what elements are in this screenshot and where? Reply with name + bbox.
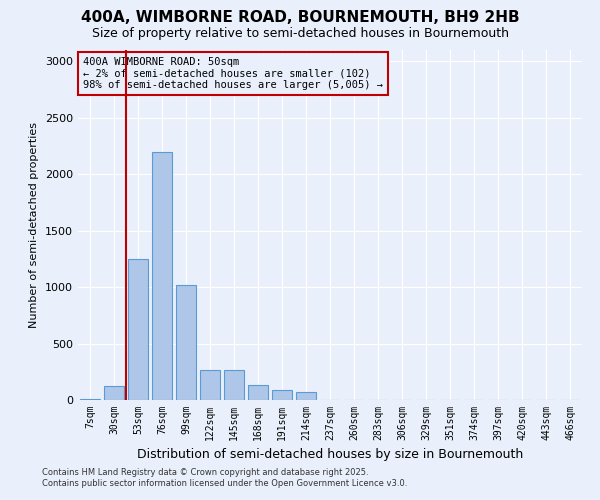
Bar [128,259,148,400]
Bar [272,390,292,400]
Text: 400A, WIMBORNE ROAD, BOURNEMOUTH, BH9 2HB: 400A, WIMBORNE ROAD, BOURNEMOUTH, BH9 2H… [80,10,520,25]
X-axis label: Distribution of semi-detached houses by size in Bournemouth: Distribution of semi-detached houses by … [137,448,523,462]
Bar [152,152,172,400]
Bar [248,386,268,400]
Bar [104,386,124,400]
Bar [176,285,196,400]
Text: Contains HM Land Registry data © Crown copyright and database right 2025.
Contai: Contains HM Land Registry data © Crown c… [42,468,407,487]
Bar [200,370,220,400]
Text: Size of property relative to semi-detached houses in Bournemouth: Size of property relative to semi-detach… [91,28,509,40]
Y-axis label: Number of semi-detached properties: Number of semi-detached properties [29,122,40,328]
Text: 400A WIMBORNE ROAD: 50sqm
← 2% of semi-detached houses are smaller (102)
98% of : 400A WIMBORNE ROAD: 50sqm ← 2% of semi-d… [83,57,383,90]
Bar [224,370,244,400]
Bar [296,392,316,400]
